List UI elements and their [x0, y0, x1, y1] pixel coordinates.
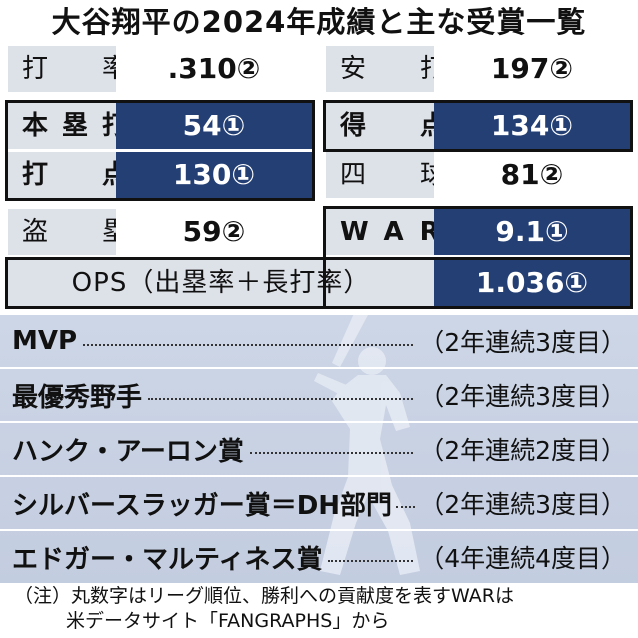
rbi-label: 打 点: [8, 152, 128, 198]
ops-value: 1.036①: [434, 260, 630, 306]
award-row: ハンク・アーロン賞 （2年連続2度目）: [0, 423, 638, 475]
leader-dots: [83, 344, 414, 346]
award-name: ハンク・アーロン賞: [12, 436, 244, 467]
runs-label: 得 点: [326, 103, 446, 149]
divider: [0, 529, 638, 531]
award-record: （2年連続3度目）: [419, 490, 626, 519]
ops-label: OPS（出塁率＋長打率）: [8, 260, 434, 306]
home-runs-value: 54①: [116, 103, 312, 149]
award-row: エドガー・マルティネス賞 （4年連続4度目）: [0, 531, 638, 583]
award-name: エドガー・マルティネス賞: [12, 544, 323, 575]
page-title: 大谷翔平の2024年成績と主な受賞一覧: [51, 5, 587, 39]
leader-dots: [148, 398, 414, 400]
divider: [0, 475, 638, 477]
rbi-value: 130①: [116, 152, 312, 198]
hits-label: 安 打: [326, 46, 446, 92]
footnote-line-2: 米データサイト「FANGRAPHS」から: [66, 610, 390, 632]
leader-dots: [396, 506, 416, 508]
footnote-line-1: （注）丸数字はリーグ順位、勝利への貢献度を表すWARは: [14, 585, 514, 607]
leader-dots: [328, 560, 414, 562]
stolen-bases-label: 盗 塁: [8, 209, 128, 255]
stats-row-1: 打 率 .310② 安 打 197②: [0, 46, 638, 92]
award-name: 最優秀野手: [12, 382, 143, 413]
stats-row-4: 盗 塁 59② WAR 9.1①: [0, 209, 638, 255]
award-record: （2年連続3度目）: [419, 328, 626, 357]
awards-list: MVP （2年連続3度目） 最優秀野手 （2年連続3度目） ハンク・アーロン賞 …: [0, 315, 638, 583]
footnote: （注）丸数字はリーグ順位、勝利への貢献度を表すWARは 米データサイト「FANG…: [14, 584, 634, 634]
award-row: MVP （2年連続3度目）: [0, 315, 638, 367]
hits-value: 197②: [434, 46, 630, 92]
award-name: シルバースラッガー賞＝DH部門: [12, 490, 393, 521]
award-name: MVP: [12, 326, 78, 356]
award-record: （4年連続4度目）: [419, 544, 626, 573]
divider: [0, 421, 638, 423]
batting-avg-label: 打 率: [8, 46, 128, 92]
walks-value: 81②: [434, 152, 630, 198]
war-label: WAR: [326, 209, 440, 255]
stats-row-3: 打 点 130① 四 球 81②: [0, 152, 638, 198]
divider: [0, 367, 638, 369]
award-row: シルバースラッガー賞＝DH部門 （2年連続3度目）: [0, 477, 638, 529]
walks-label: 四 球: [326, 152, 446, 198]
batting-avg-value: .310②: [116, 46, 312, 92]
runs-value: 134①: [434, 103, 630, 149]
award-record: （2年連続2度目）: [419, 436, 626, 465]
stats-table: 打 率 .310② 安 打 197② 本塁打 54① 得 点 134① 打 点 …: [0, 46, 638, 312]
leader-dots: [249, 452, 414, 454]
stats-row-5: OPS（出塁率＋長打率） 1.036①: [0, 260, 638, 306]
award-row: 最優秀野手 （2年連続3度目）: [0, 369, 638, 421]
war-value: 9.1①: [434, 209, 630, 255]
stolen-bases-value: 59②: [116, 209, 312, 255]
home-runs-label: 本塁打: [8, 103, 128, 149]
award-record: （2年連続3度目）: [419, 382, 626, 411]
stats-row-2: 本塁打 54① 得 点 134①: [0, 103, 638, 149]
